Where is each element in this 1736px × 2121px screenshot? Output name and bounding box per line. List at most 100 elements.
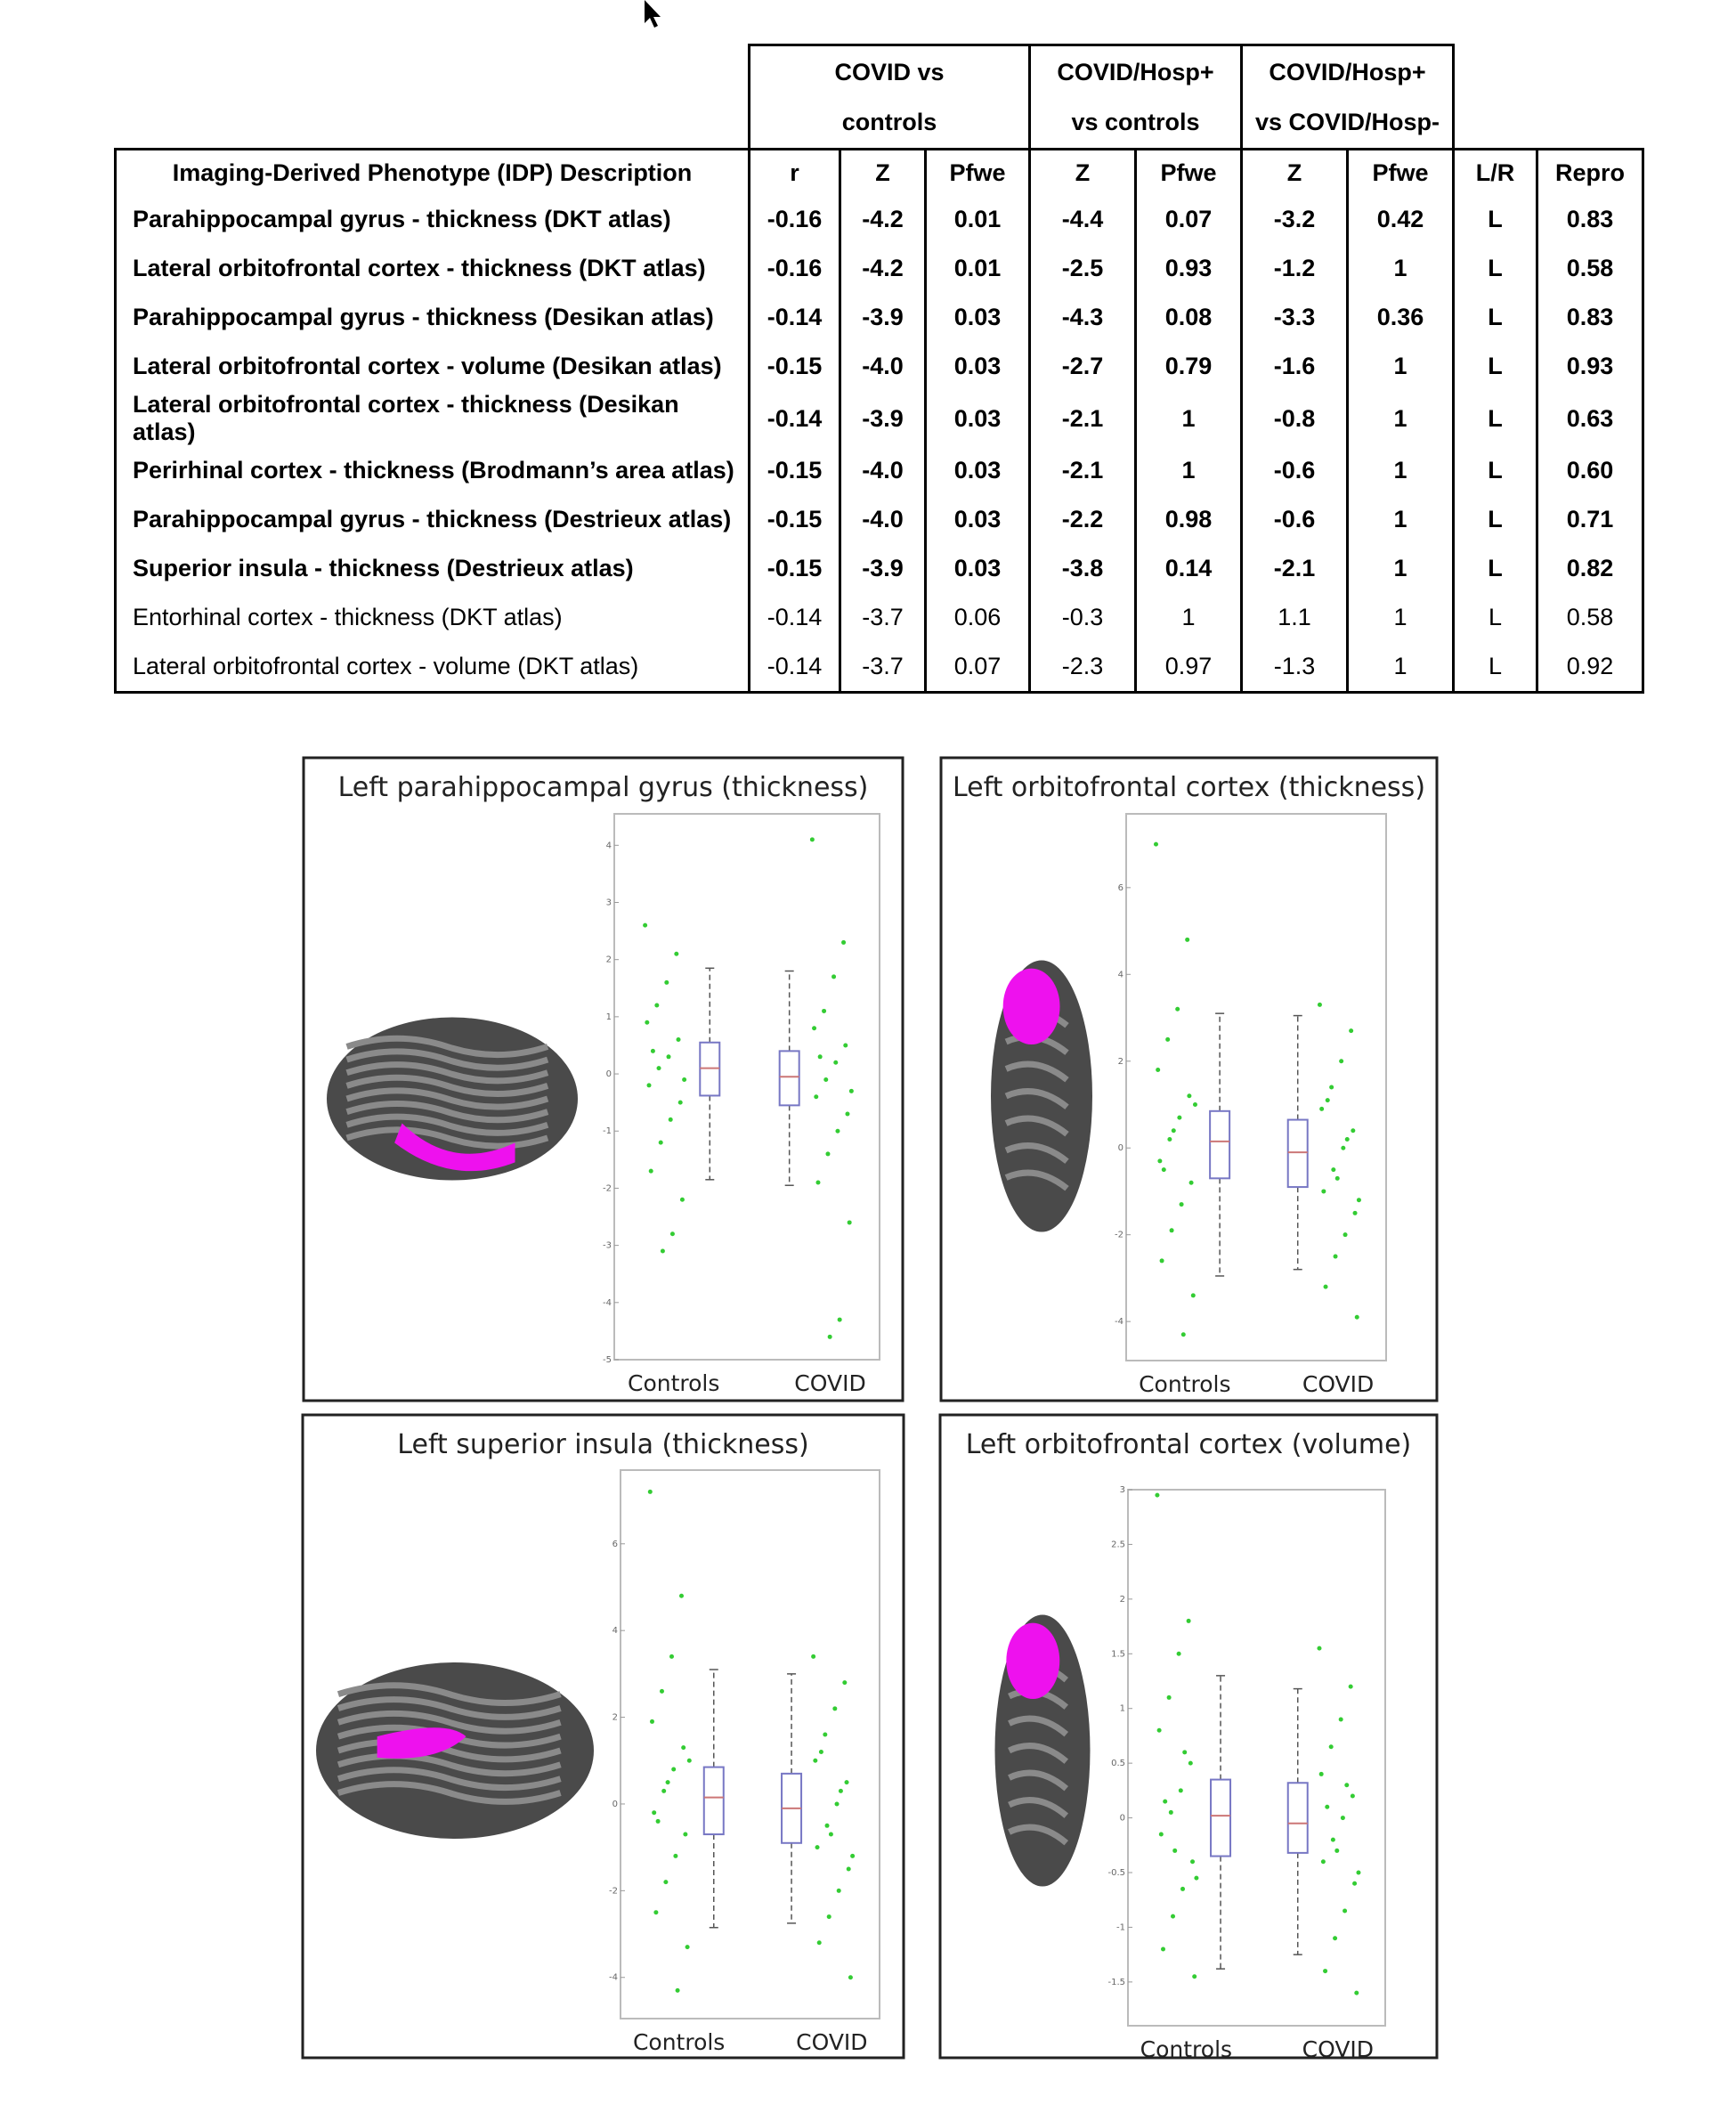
y-tick-label: 6 — [1118, 883, 1124, 893]
data-point — [1186, 1618, 1191, 1623]
cell: 0.60 — [1536, 446, 1644, 495]
y-tick-label: -1 — [1116, 1922, 1125, 1932]
cell: 0.06 — [924, 593, 1031, 642]
data-point — [1344, 1783, 1350, 1788]
data-point — [813, 1758, 818, 1763]
data-point — [1166, 1694, 1172, 1700]
group-header-row: COVID vs controls COVID/Hosp+ vs controls CO… — [116, 44, 1643, 150]
data-point — [646, 1083, 652, 1088]
cell: L — [1452, 495, 1538, 544]
cell: 0.82 — [1536, 544, 1644, 593]
group-header-line: COVID/Hosp+ — [1057, 59, 1214, 85]
table-row: Perirhinal cortex - thickness (Brodmann’… — [114, 446, 1644, 495]
data-point — [809, 837, 815, 842]
data-point — [1194, 1875, 1199, 1881]
cell: 0.03 — [924, 293, 1031, 342]
data-point — [1317, 1002, 1322, 1007]
data-point — [844, 1780, 849, 1785]
data-point — [1157, 1158, 1163, 1164]
data-point — [1320, 1859, 1326, 1865]
cell: -4.0 — [839, 446, 927, 495]
cell: 1 — [1346, 446, 1455, 495]
cell: L — [1452, 195, 1538, 244]
y-tick-label: -4 — [609, 1973, 618, 1983]
row-label: Lateral orbitofrontal cortex - thickness… — [114, 244, 750, 293]
cell: 1 — [1346, 593, 1455, 642]
cell: -0.15 — [748, 342, 841, 391]
brain-sulcus — [337, 1767, 562, 1792]
y-tick-label: 3 — [1120, 1485, 1125, 1495]
data-point — [643, 922, 648, 928]
category-label: COVID — [794, 1370, 865, 1396]
data-point — [1156, 1727, 1162, 1733]
cell: 0.92 — [1536, 642, 1644, 694]
category-label: Controls — [1140, 2036, 1232, 2062]
data-point — [1171, 1128, 1176, 1134]
cell: -4.3 — [1028, 293, 1137, 342]
y-tick-label: 0 — [606, 1069, 612, 1079]
column-header: Pfwe — [924, 148, 1031, 195]
data-point — [1349, 1028, 1354, 1034]
data-point — [835, 1128, 840, 1134]
panel-title: Left orbitofrontal cortex (thickness) — [953, 772, 1425, 803]
data-point — [1344, 1136, 1350, 1142]
group-header: COVID vs controls — [748, 44, 1031, 150]
data-point — [841, 939, 847, 945]
cell: 0.97 — [1134, 642, 1243, 694]
cell: -0.3 — [1028, 593, 1137, 642]
results-table: COVID vs controls COVID/Hosp+ vs controls CO… — [114, 44, 1644, 694]
data-point — [1185, 937, 1190, 942]
y-tick-label: -4 — [1115, 1317, 1124, 1327]
data-point — [653, 1910, 659, 1915]
y-tick-label: -1.5 — [1107, 1978, 1125, 1987]
brain-sulcus — [1004, 1088, 1069, 1109]
data-point — [817, 1054, 823, 1060]
data-point — [833, 1060, 839, 1065]
cell: L — [1452, 446, 1538, 495]
brain-sulcus — [1004, 1060, 1069, 1083]
y-tick-label: -4 — [603, 1298, 612, 1308]
row-label: Parahippocampal gyrus - thickness (Destr… — [114, 495, 750, 544]
y-tick-label: 1 — [1120, 1704, 1125, 1714]
data-point — [846, 1866, 851, 1872]
data-point — [848, 1975, 853, 1980]
data-point — [1356, 1198, 1361, 1203]
data-point — [1338, 1717, 1343, 1722]
cell: -4.0 — [839, 495, 927, 544]
box — [1210, 1778, 1232, 1857]
data-point — [1328, 1744, 1334, 1750]
cell: -2.2 — [1028, 495, 1137, 544]
table-row: Parahippocampal gyrus - thickness (Desik… — [114, 293, 1644, 342]
data-point — [1343, 1232, 1348, 1238]
data-point — [655, 1818, 661, 1824]
y-tick-label: -2 — [603, 1183, 612, 1193]
cell: L — [1452, 642, 1538, 694]
cell: 0.83 — [1536, 293, 1644, 342]
row-label: Parahippocampal gyrus - thickness (Desik… — [114, 293, 750, 342]
cell: -3.9 — [839, 293, 927, 342]
cell: -3.7 — [839, 642, 927, 694]
data-point — [1182, 1750, 1188, 1755]
panel-title: Left parahippocampal gyrus (thickness) — [338, 772, 869, 803]
data-point — [823, 1077, 829, 1082]
cell: -0.6 — [1240, 495, 1349, 544]
data-point — [681, 1745, 686, 1751]
cell: -0.16 — [748, 195, 841, 244]
cell: -2.3 — [1028, 642, 1137, 694]
brain-sulcus — [345, 1101, 549, 1124]
data-point — [668, 1117, 673, 1122]
data-point — [645, 1020, 650, 1025]
column-header: Repro — [1536, 148, 1644, 195]
box — [1286, 1782, 1309, 1854]
table-row: Lateral orbitofrontal cortex - volume (D… — [114, 642, 1644, 694]
data-point — [1188, 1760, 1193, 1766]
data-point — [832, 1706, 838, 1711]
plot-frame — [620, 1469, 880, 2019]
data-point — [1165, 1036, 1171, 1042]
y-tick-label: -2 — [609, 1886, 618, 1896]
data-point — [686, 1758, 692, 1763]
data-point — [815, 1180, 821, 1185]
data-point — [647, 1489, 653, 1494]
data-point — [656, 1066, 661, 1071]
